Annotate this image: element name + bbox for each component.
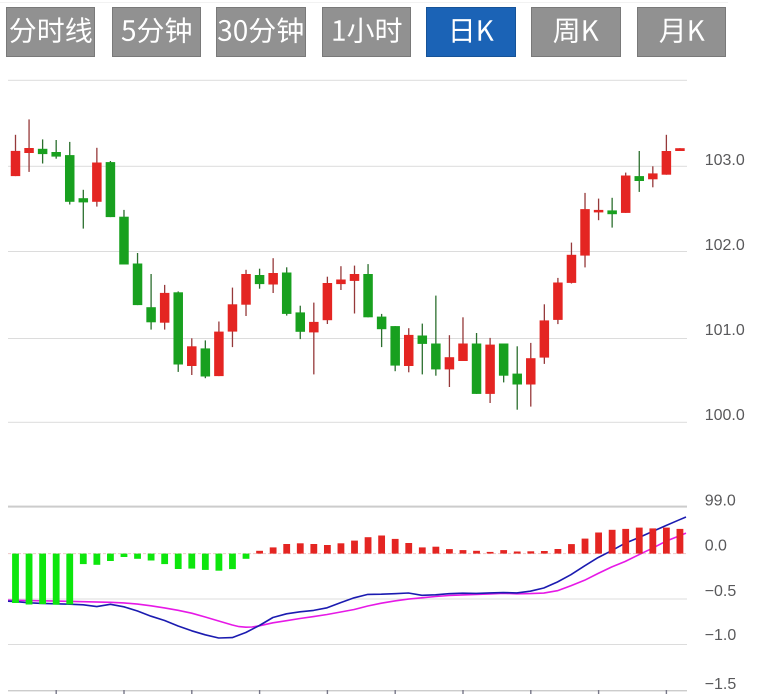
svg-text:100.0: 100.0 — [705, 407, 745, 424]
svg-text:99.0: 99.0 — [705, 493, 736, 510]
svg-text:−1.5: −1.5 — [705, 676, 737, 693]
svg-text:103.0: 103.0 — [705, 152, 745, 169]
svg-text:−0.5: −0.5 — [705, 583, 737, 600]
svg-text:101.0: 101.0 — [705, 322, 745, 339]
svg-text:−1.0: −1.0 — [705, 627, 737, 644]
svg-text:102.0: 102.0 — [705, 237, 745, 254]
svg-text:0.0: 0.0 — [705, 538, 727, 555]
